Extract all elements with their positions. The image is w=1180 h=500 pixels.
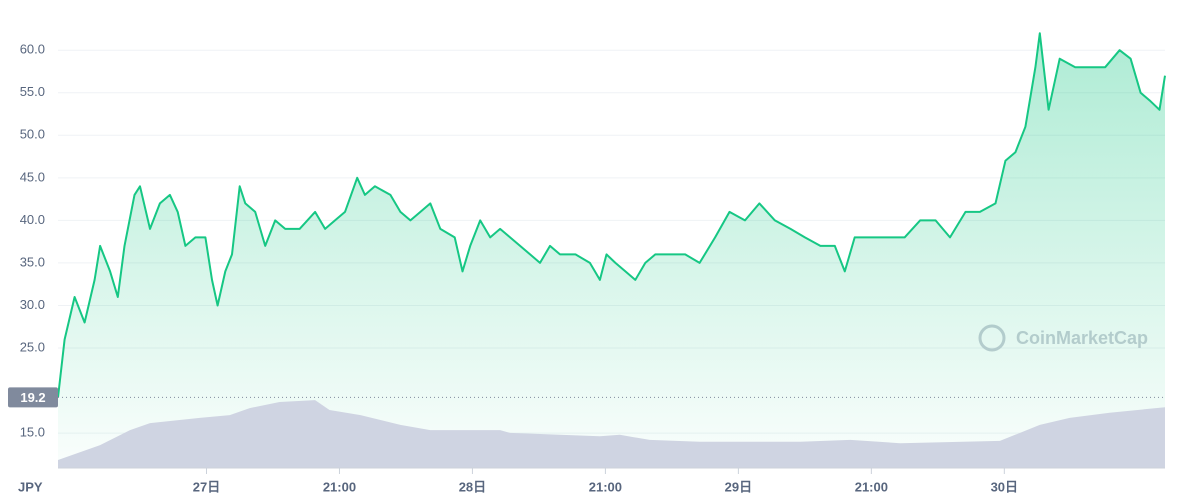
y-tick-label: 55.0 [20, 84, 45, 99]
y-tick-label: 60.0 [20, 42, 45, 57]
reference-label: 19.2 [20, 390, 45, 405]
y-tick-label: 25.0 [20, 339, 45, 354]
x-tick-label: 21:00 [855, 479, 888, 494]
price-line [57, 32, 1166, 398]
x-tick-label: 30日 [991, 479, 1018, 494]
currency-label: JPY [18, 479, 43, 494]
y-tick-label: 45.0 [20, 169, 45, 184]
y-tick-label: 40.0 [20, 212, 45, 227]
x-tick-label: 21:00 [323, 479, 356, 494]
x-tick-label: 28日 [459, 479, 486, 494]
y-tick-label: 35.0 [20, 254, 45, 269]
y-tick-label: 30.0 [20, 297, 45, 312]
y-tick-label: 15.0 [20, 425, 45, 440]
x-tick-label: 27日 [193, 479, 220, 494]
price-area [58, 33, 1165, 468]
x-tick-label: 21:00 [589, 479, 622, 494]
volume-area [58, 400, 1165, 468]
reference-label-box [8, 387, 58, 408]
y-tick-label: 50.0 [20, 127, 45, 142]
x-tick-label: 29日 [725, 479, 752, 494]
